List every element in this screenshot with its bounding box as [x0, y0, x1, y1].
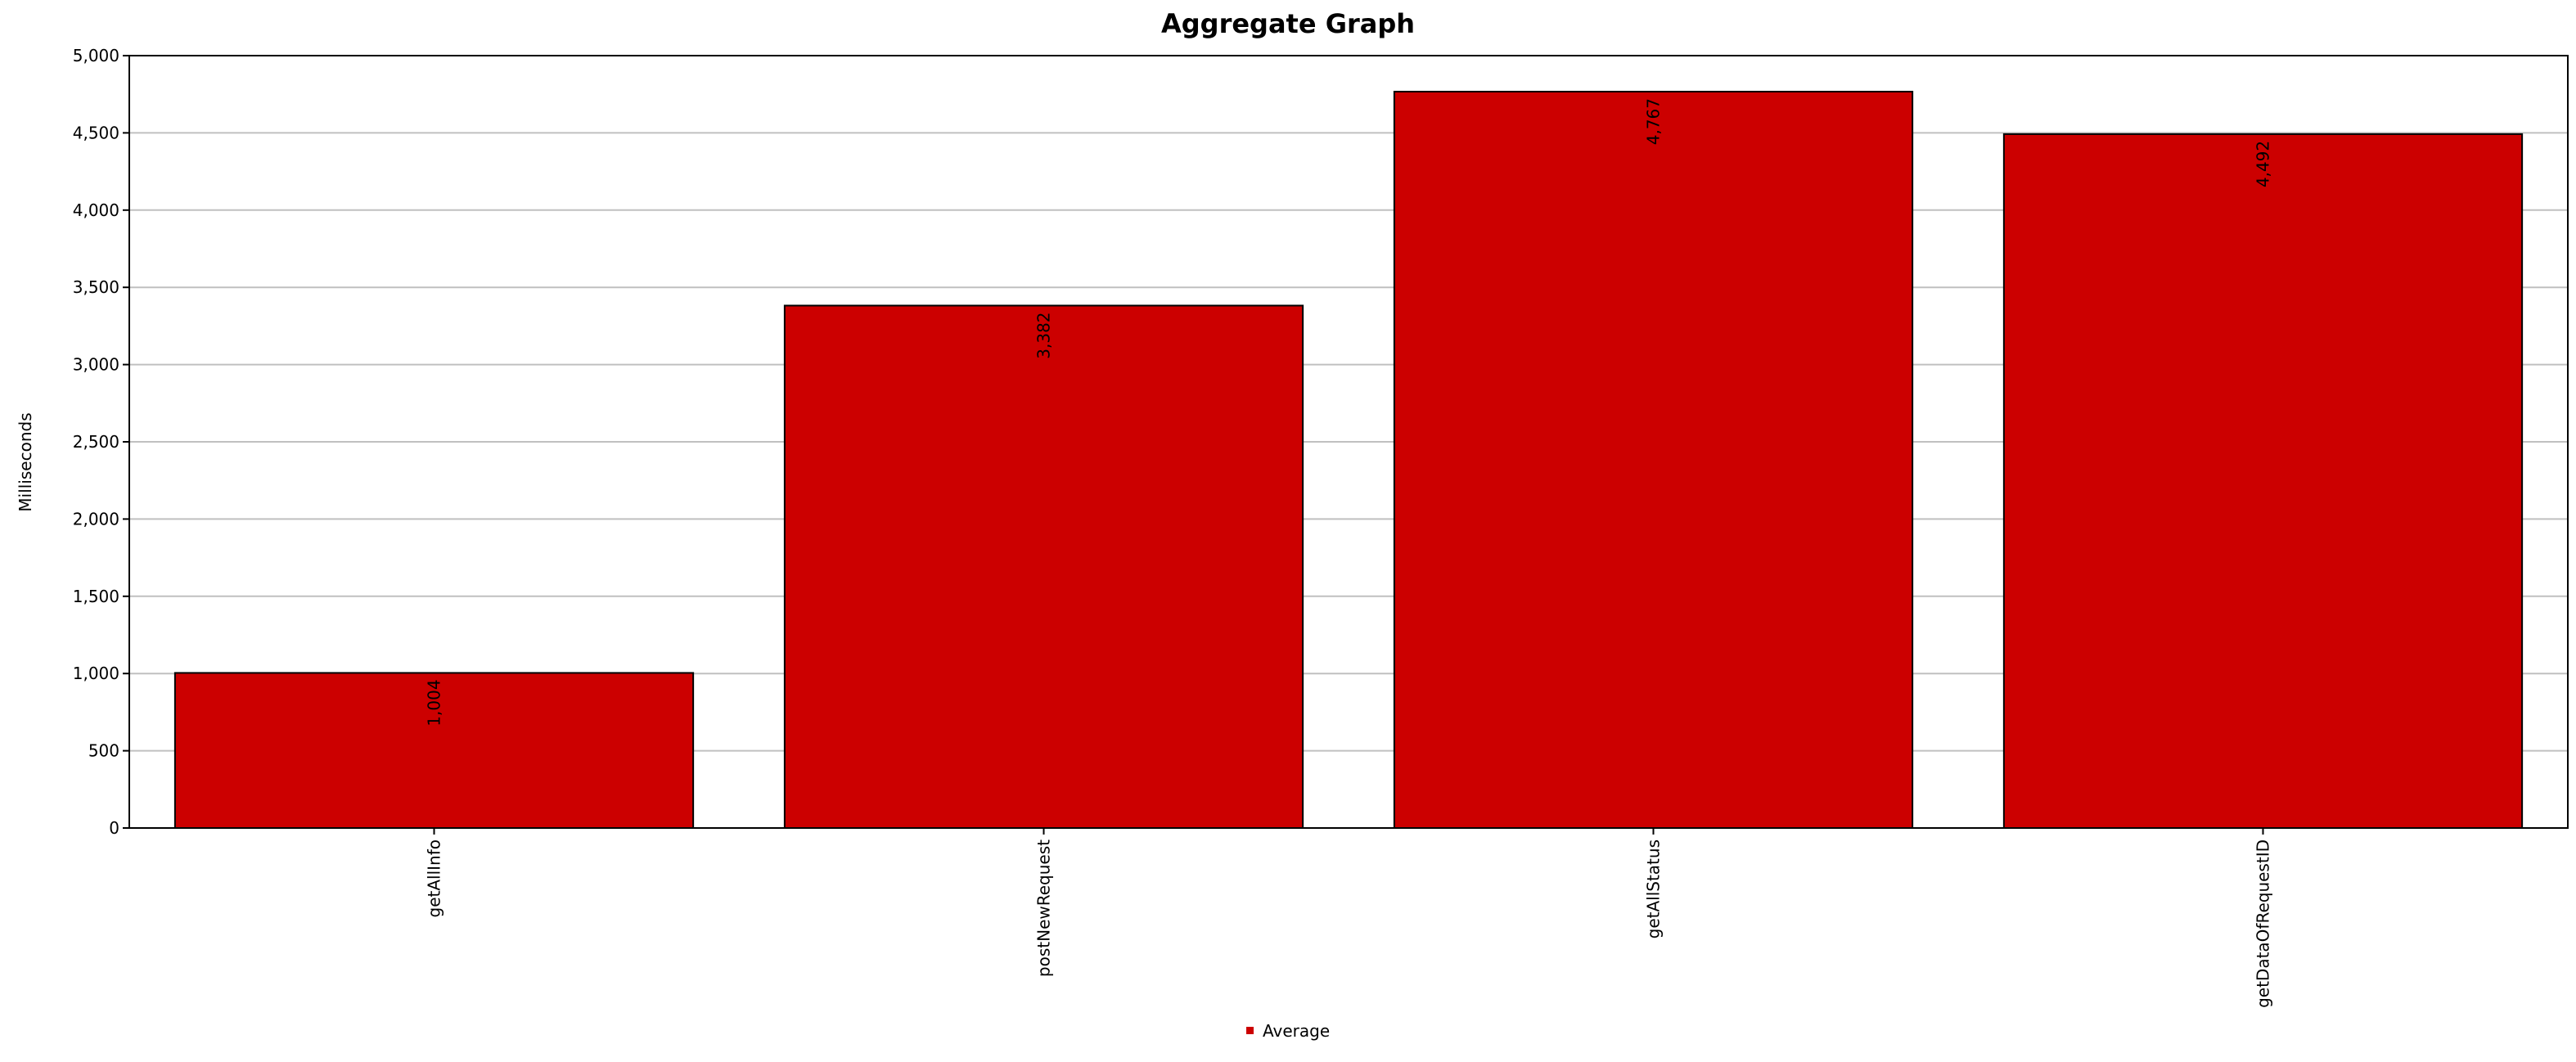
chart-title: Aggregate Graph [1161, 8, 1415, 39]
y-tick-label: 0 [109, 818, 119, 838]
bar-value-label: 4,492 [2254, 141, 2273, 187]
y-tick-label: 1,500 [73, 587, 119, 606]
legend-label: Average [1263, 1021, 1330, 1041]
x-category-label: getAllInfo [425, 839, 444, 918]
y-tick-label: 3,000 [73, 355, 119, 375]
x-category-label: getAllStatus [1644, 839, 1664, 938]
bar-value-label: 1,004 [425, 679, 444, 726]
y-tick-label: 2,000 [73, 509, 119, 529]
value-labels: 1,004 3,382 4,767 4,492 [425, 98, 2273, 727]
y-tick-label: 5,000 [73, 46, 119, 65]
bar-getAllInfo [173, 672, 695, 830]
y-axis-label: Milliseconds [16, 412, 35, 511]
y-tick-label: 500 [88, 741, 119, 761]
y-tick-label: 4,500 [73, 123, 119, 142]
y-tick-label: 3,500 [73, 277, 119, 297]
bars [173, 90, 2524, 830]
y-tick-label: 2,500 [73, 432, 119, 452]
bar-getAllStatus [1393, 90, 1914, 829]
y-tick-label: 1,000 [73, 664, 119, 683]
bar-value-label: 3,382 [1034, 312, 1054, 358]
x-category-label: postNewRequest [1034, 839, 1054, 977]
legend: Average [1246, 1021, 1330, 1041]
x-category-label: getDataOfRequestID [2254, 839, 2273, 1008]
y-tick-label: 4,000 [73, 200, 119, 220]
x-axis-ticks: getAllInfo postNewRequest getAllStatus getD… [425, 828, 2273, 1008]
bar-value-label: 4,767 [1644, 98, 1664, 145]
y-axis-ticks: 0 500 1,000 1,500 2,000 2,500 3,000 3,500 4,000 4… [73, 46, 129, 838]
bar-postNewRequest [783, 304, 1304, 829]
bar-getDataOfRequestID [2002, 133, 2524, 829]
legend-swatch [1246, 1027, 1254, 1034]
